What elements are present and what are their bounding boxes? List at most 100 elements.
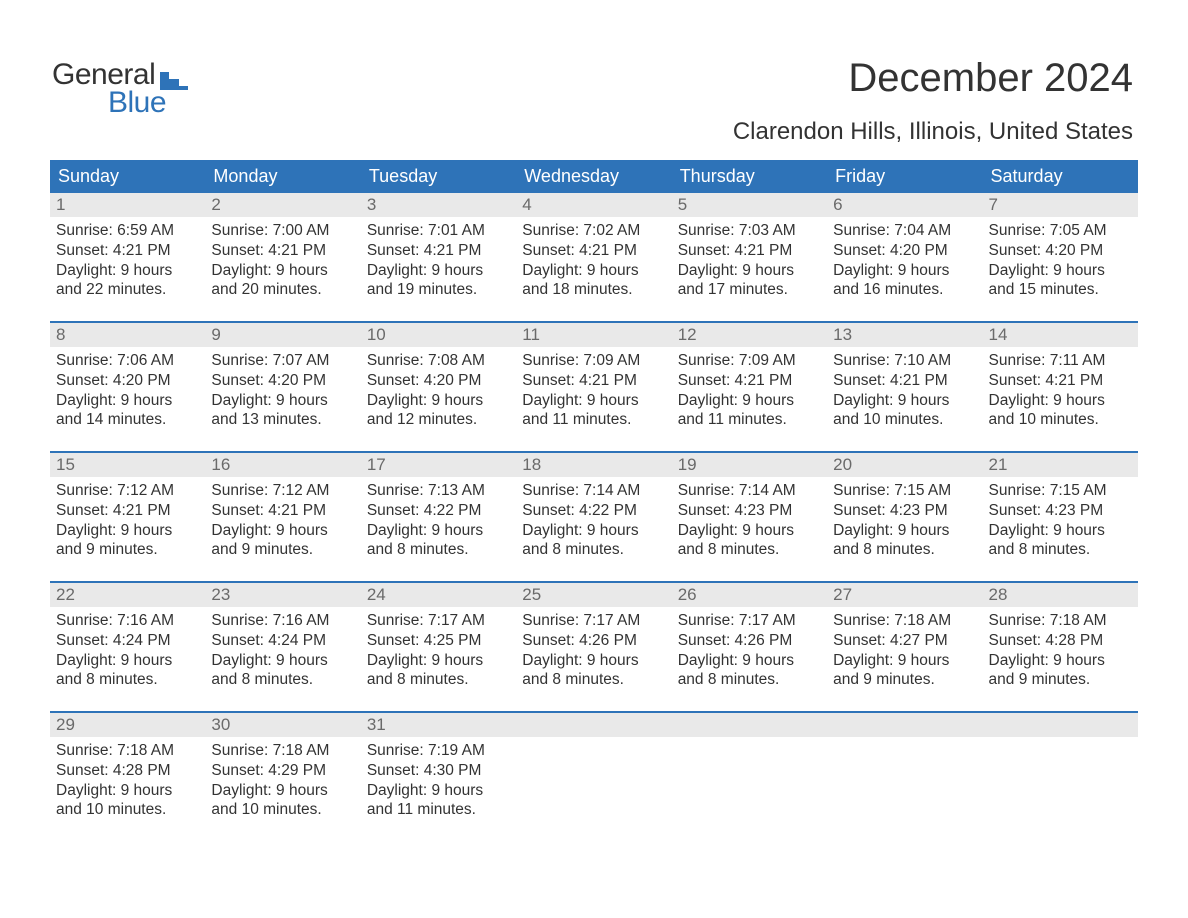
day-number: 27 — [827, 583, 982, 607]
calendar-day-cell: 4Sunrise: 7:02 AMSunset: 4:21 PMDaylight… — [516, 193, 671, 321]
daylight-line-2: and 17 minutes. — [678, 280, 821, 300]
sunrise-line: Sunrise: 7:03 AM — [678, 221, 821, 241]
day-details: Sunrise: 7:18 AMSunset: 4:29 PMDaylight:… — [205, 737, 360, 828]
daylight-line-2: and 9 minutes. — [56, 540, 199, 560]
sunset-line: Sunset: 4:21 PM — [833, 371, 976, 391]
daylight-line-1: Daylight: 9 hours — [211, 261, 354, 281]
daylight-line-1: Daylight: 9 hours — [56, 781, 199, 801]
sunrise-line: Sunrise: 7:04 AM — [833, 221, 976, 241]
calendar-header-cell: Saturday — [983, 160, 1138, 193]
calendar-day-cell: 20 Sunrise: 7:15 AMSunset: 4:23 PMDayligh… — [827, 453, 982, 581]
calendar-day-cell: 9Sunrise: 7:07 AMSunset: 4:20 PMDaylight… — [205, 323, 360, 451]
sunset-line: Sunset: 4:23 PM — [678, 501, 821, 521]
sunset-line: Sunset: 4:30 PM — [367, 761, 510, 781]
daylight-line-1: Daylight: 9 hours — [833, 521, 976, 541]
calendar-week-row: 29Sunrise: 7:18 AMSunset: 4:28 PMDayligh… — [50, 711, 1138, 841]
sunset-line: Sunset: 4:21 PM — [211, 241, 354, 261]
sunset-line: Sunset: 4:26 PM — [522, 631, 665, 651]
daylight-line-2: and 22 minutes. — [56, 280, 199, 300]
day-details: Sunrise: 7:07 AMSunset: 4:20 PMDaylight:… — [205, 347, 360, 438]
daylight-line-1: Daylight: 9 hours — [833, 651, 976, 671]
calendar-day-cell: 1Sunrise: 6:59 AMSunset: 4:21 PMDaylight… — [50, 193, 205, 321]
sunset-line: Sunset: 4:21 PM — [56, 501, 199, 521]
calendar-day-cell: 10Sunrise: 7:08 AMSunset: 4:20 PMDayligh… — [361, 323, 516, 451]
day-number — [983, 713, 1138, 737]
calendar-day-cell: 26Sunrise: 7:17 AMSunset: 4:26 PMDayligh… — [672, 583, 827, 711]
day-details: Sunrise: 7:18 AMSunset: 4:27 PMDaylight:… — [827, 607, 982, 698]
calendar-day-cell: 6Sunrise: 7:04 AMSunset: 4:20 PMDaylight… — [827, 193, 982, 321]
sunset-line: Sunset: 4:26 PM — [678, 631, 821, 651]
day-details: Sunrise: 7:02 AMSunset: 4:21 PMDaylight:… — [516, 217, 671, 308]
sunrise-line: Sunrise: 7:15 AM — [989, 481, 1132, 501]
day-number: 23 — [205, 583, 360, 607]
location-subtitle: Clarendon Hills, Illinois, United States — [733, 118, 1133, 146]
daylight-line-1: Daylight: 9 hours — [678, 391, 821, 411]
page-title: December 2024 — [848, 56, 1133, 101]
sunrise-line: Sunrise: 7:01 AM — [367, 221, 510, 241]
day-number: 20 — [827, 453, 982, 477]
daylight-line-1: Daylight: 9 hours — [211, 391, 354, 411]
day-number: 16 — [205, 453, 360, 477]
sunrise-line: Sunrise: 7:19 AM — [367, 741, 510, 761]
day-details: Sunrise: 7:15 AMSunset: 4:23 PMDaylight:… — [983, 477, 1138, 568]
daylight-line-1: Daylight: 9 hours — [367, 521, 510, 541]
day-number: 21 — [983, 453, 1138, 477]
sunrise-line: Sunrise: 7:00 AM — [211, 221, 354, 241]
day-number: 14 — [983, 323, 1138, 347]
sunset-line: Sunset: 4:21 PM — [522, 371, 665, 391]
calendar-day-cell: 16Sunrise: 7:12 AMSunset: 4:21 PMDayligh… — [205, 453, 360, 581]
sunrise-line: Sunrise: 7:10 AM — [833, 351, 976, 371]
sunrise-line: Sunrise: 7:15 AM — [833, 481, 976, 501]
calendar-day-cell: 22Sunrise: 7:16 AMSunset: 4:24 PMDayligh… — [50, 583, 205, 711]
daylight-line-1: Daylight: 9 hours — [56, 521, 199, 541]
day-number: 31 — [361, 713, 516, 737]
daylight-line-1: Daylight: 9 hours — [989, 521, 1132, 541]
day-details: Sunrise: 7:14 AMSunset: 4:23 PMDaylight:… — [672, 477, 827, 568]
calendar-header-cell: Monday — [205, 160, 360, 193]
daylight-line-1: Daylight: 9 hours — [989, 261, 1132, 281]
daylight-line-2: and 13 minutes. — [211, 410, 354, 430]
day-details: Sunrise: 7:00 AMSunset: 4:21 PMDaylight:… — [205, 217, 360, 308]
sunrise-line: Sunrise: 7:08 AM — [367, 351, 510, 371]
sunset-line: Sunset: 4:23 PM — [833, 501, 976, 521]
sunrise-line: Sunrise: 7:18 AM — [833, 611, 976, 631]
day-number: 29 — [50, 713, 205, 737]
day-number: 7 — [983, 193, 1138, 217]
sunrise-line: Sunrise: 7:14 AM — [522, 481, 665, 501]
sunrise-line: Sunrise: 7:06 AM — [56, 351, 199, 371]
daylight-line-2: and 10 minutes. — [989, 410, 1132, 430]
day-details: Sunrise: 7:06 AMSunset: 4:20 PMDaylight:… — [50, 347, 205, 438]
daylight-line-1: Daylight: 9 hours — [367, 391, 510, 411]
daylight-line-2: and 18 minutes. — [522, 280, 665, 300]
sunrise-line: Sunrise: 7:17 AM — [522, 611, 665, 631]
sunrise-line: Sunrise: 7:16 AM — [56, 611, 199, 631]
day-details: Sunrise: 7:13 AMSunset: 4:22 PMDaylight:… — [361, 477, 516, 568]
calendar-day-cell: 31Sunrise: 7:19 AMSunset: 4:30 PMDayligh… — [361, 713, 516, 841]
day-number: 1 — [50, 193, 205, 217]
calendar-week-row: 15Sunrise: 7:12 AMSunset: 4:21 PMDayligh… — [50, 451, 1138, 581]
daylight-line-1: Daylight: 9 hours — [989, 651, 1132, 671]
daylight-line-1: Daylight: 9 hours — [367, 781, 510, 801]
day-details: Sunrise: 7:16 AMSunset: 4:24 PMDaylight:… — [50, 607, 205, 698]
day-details: Sunrise: 7:16 AMSunset: 4:24 PMDaylight:… — [205, 607, 360, 698]
daylight-line-2: and 8 minutes. — [989, 540, 1132, 560]
day-number: 3 — [361, 193, 516, 217]
sunset-line: Sunset: 4:21 PM — [56, 241, 199, 261]
day-number — [516, 713, 671, 737]
day-number: 17 — [361, 453, 516, 477]
daylight-line-1: Daylight: 9 hours — [367, 261, 510, 281]
sunrise-line: Sunrise: 7:17 AM — [367, 611, 510, 631]
sunrise-line: Sunrise: 6:59 AM — [56, 221, 199, 241]
daylight-line-1: Daylight: 9 hours — [56, 391, 199, 411]
calendar-day-cell: 21Sunrise: 7:15 AMSunset: 4:23 PMDayligh… — [983, 453, 1138, 581]
sunrise-line: Sunrise: 7:07 AM — [211, 351, 354, 371]
sunrise-line: Sunrise: 7:05 AM — [989, 221, 1132, 241]
calendar-day-cell: 25Sunrise: 7:17 AMSunset: 4:26 PMDayligh… — [516, 583, 671, 711]
calendar-day-cell: 19Sunrise: 7:14 AMSunset: 4:23 PMDayligh… — [672, 453, 827, 581]
calendar-header-cell: Friday — [827, 160, 982, 193]
day-details: Sunrise: 7:19 AMSunset: 4:30 PMDaylight:… — [361, 737, 516, 828]
sunset-line: Sunset: 4:25 PM — [367, 631, 510, 651]
daylight-line-1: Daylight: 9 hours — [522, 261, 665, 281]
sunset-line: Sunset: 4:22 PM — [522, 501, 665, 521]
daylight-line-2: and 12 minutes. — [367, 410, 510, 430]
